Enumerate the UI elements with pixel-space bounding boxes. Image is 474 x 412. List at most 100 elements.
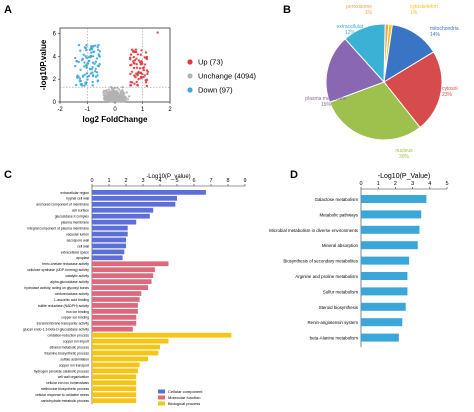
- volcano-point-down: [89, 56, 92, 59]
- pie-slice-label: cytosol: [442, 86, 458, 92]
- panel-letter-a: A: [4, 4, 12, 16]
- go-bar-label: hydrolase activity, acting on glycosyl b…: [24, 286, 89, 290]
- kegg-bar: [361, 333, 399, 342]
- pie-slice-percent: 19%: [321, 102, 332, 108]
- go-bar: [92, 207, 154, 213]
- go-bar: [92, 303, 138, 308]
- volcano-point-unchange: [114, 94, 117, 97]
- volcano-point-down: [95, 57, 99, 60]
- go-bar: [92, 344, 160, 350]
- volcano-point-down: [88, 48, 92, 52]
- go-bar-label: copper ion binding: [61, 316, 89, 320]
- kegg-bar: [361, 302, 406, 311]
- volcano-point-down: [91, 80, 94, 84]
- volcano-point-up: [145, 57, 149, 61]
- volcano-point-up: [132, 66, 136, 70]
- volcano-axes: -2 -1 0 1 2 0 2 4 6: [53, 28, 172, 113]
- go-bar-label: carbohydrate metabolic process: [41, 399, 89, 403]
- volcano-point-up: [145, 55, 149, 59]
- pie-slice-label: nucleus: [395, 148, 413, 154]
- volcano-point-up: [132, 55, 135, 59]
- volcano-point-down: [79, 68, 82, 71]
- pie-slice-percent: 1%: [410, 10, 418, 16]
- volcano-point-up: [143, 56, 146, 59]
- pie-slice-label: plasma membrane: [305, 96, 347, 102]
- volcano-point-unchange: [121, 96, 124, 100]
- go-bar-label: cell wall organization: [58, 375, 89, 379]
- volcano-point-up: [136, 83, 139, 87]
- volcano-point-down: [83, 73, 86, 76]
- volcano-point-up: [140, 60, 143, 63]
- go-bar-label: thiamine biosynthetic process: [45, 351, 90, 355]
- go-legend-label: Molecular function: [168, 395, 200, 400]
- go-bar-label: L-ascorbic acid binding: [54, 298, 89, 302]
- pie-slice-percent: 23%: [442, 92, 453, 98]
- go-legend-swatch: [158, 389, 165, 394]
- volcano-point-unchange: [115, 89, 119, 93]
- volcano-point-unchange: [125, 91, 128, 94]
- go-bar: [92, 231, 128, 237]
- kegg-bar: [361, 256, 410, 265]
- pie-slice-mitochondria: [383, 24, 435, 83]
- volcano-point-up: [129, 72, 132, 76]
- volcano-y-tick-label: 2: [53, 77, 57, 83]
- go-bar: [92, 309, 138, 314]
- volcano-point-down: [96, 79, 100, 82]
- go-bar-label: vacuolar lumen: [66, 232, 89, 236]
- volcano-point-up: [144, 81, 148, 84]
- volcano-point-up: [135, 66, 139, 69]
- go-legend-swatch: [158, 401, 165, 406]
- pie-slice-label: cytoskeleton: [410, 4, 438, 10]
- volcano-point-down: [73, 56, 77, 60]
- volcano-point-down: [85, 66, 88, 70]
- go-bar-label: hydrogen peroxide catabolic process: [34, 369, 90, 373]
- volcano-point-unchange: [111, 92, 115, 95]
- volcano-point-unchange: [108, 99, 111, 102]
- go-bar: [92, 243, 126, 249]
- volcano-point-up: [134, 50, 138, 54]
- volcano-point-down: [80, 82, 83, 86]
- volcano-point-up: [145, 69, 149, 72]
- go-bar: [92, 368, 138, 374]
- go-bar-label: glucosidase II complex: [55, 215, 90, 219]
- volcano-point-unchange: [120, 92, 124, 96]
- volcano-point-unchange: [110, 87, 114, 91]
- volcano-point-down: [90, 51, 93, 54]
- volcano-point-down: [95, 71, 99, 74]
- volcano-point-unchange: [121, 85, 124, 89]
- go-x-tick-label: 9: [243, 178, 246, 184]
- volcano-point-up: [135, 72, 138, 75]
- kegg-bar-label: Microbial metabolism in diverse environm…: [269, 228, 359, 233]
- volcano-point-up: [135, 57, 138, 60]
- volcano-point-down: [85, 43, 88, 47]
- go-bar-label: hyphal cell wall: [66, 197, 89, 201]
- go-bar: [92, 297, 140, 302]
- volcano-x-tick-label: 0: [113, 107, 117, 113]
- volcano-x-tick-label: 1: [141, 107, 145, 113]
- volcano-point-up: [144, 51, 148, 54]
- volcano-point-down: [85, 72, 89, 75]
- go-bar: [92, 332, 232, 338]
- pie-slice-plasma-membrane: [325, 38, 385, 103]
- go-x-tick-label: 7: [209, 178, 212, 184]
- volcano-point-down: [89, 72, 93, 75]
- go-bar-label: sulfate assimilation: [60, 357, 89, 361]
- volcano-point-down: [89, 46, 93, 50]
- kegg-bar-label: Metabolic pathways: [319, 212, 358, 217]
- volcano-legend-label: Up (73): [198, 58, 224, 67]
- go-bar: [92, 398, 137, 403]
- go-bar-label: ascospore wall: [67, 238, 90, 242]
- volcano-point-down: [97, 64, 101, 68]
- volcano-point-down: [81, 74, 85, 78]
- kegg-x-tick-label: 5: [445, 181, 448, 187]
- volcano-point-up: [142, 75, 145, 79]
- volcano-point-down: [91, 75, 95, 78]
- volcano-point-up: [141, 62, 144, 66]
- volcano-point-up: [143, 63, 147, 66]
- go-bar-label: alpha-glucosidase activity: [50, 280, 89, 284]
- kegg-x-tick-label: 2: [394, 181, 397, 187]
- go-x-tick-label: 3: [141, 178, 144, 184]
- volcano-point-unchange: [123, 95, 127, 98]
- volcano-legend-marker: [187, 73, 193, 79]
- volcano-point-down: [93, 70, 97, 73]
